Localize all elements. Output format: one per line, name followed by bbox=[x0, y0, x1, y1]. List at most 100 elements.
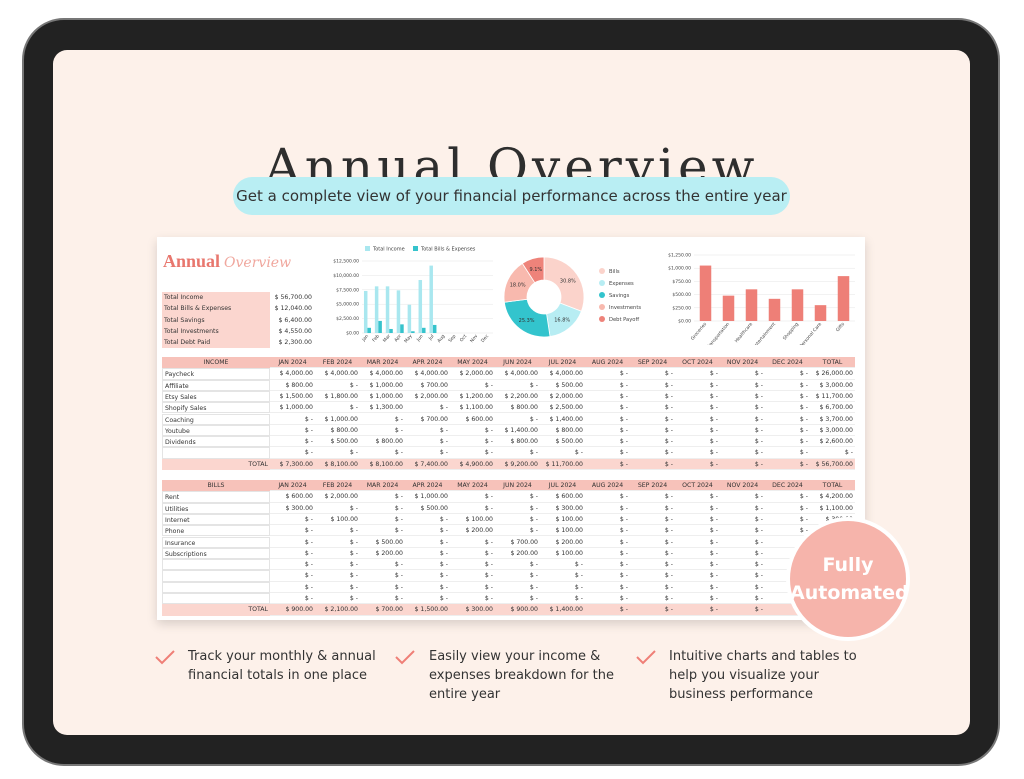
y-tick-label: $7,500.00 bbox=[336, 287, 359, 293]
pie-slice bbox=[503, 298, 551, 338]
table-header: BILLS JAN 2024 FEB 2024 MAR 2024 APR 2024 MAY… bbox=[162, 480, 855, 492]
cell: $ - bbox=[450, 503, 495, 514]
summary-label: Total Savings bbox=[162, 314, 270, 326]
column-header: MAR 2024 bbox=[360, 480, 405, 492]
x-tick-label: Sep bbox=[447, 333, 457, 343]
cell: $ 800.00 bbox=[315, 425, 360, 437]
cell: $ - bbox=[315, 447, 360, 459]
column-header: OCT 2024 bbox=[675, 480, 720, 492]
table-row: $ -$ -$ -$ -$ -$ -$ -$ -$ -$ -$ -$ -$ - bbox=[162, 570, 855, 582]
cell: $ 2,000.00 bbox=[450, 368, 495, 380]
cell: $ 4,000.00 bbox=[315, 368, 360, 380]
cell: $ - bbox=[675, 582, 720, 593]
chart: $0.00 $250.00 $500.00 $750.00 $1,000.00 $1,25… bbox=[668, 253, 855, 345]
cell: $ 1,300.00 bbox=[360, 402, 405, 414]
column-header: AUG 2024 bbox=[585, 480, 630, 492]
bar bbox=[429, 265, 433, 333]
cell: $ 2,000.00 bbox=[405, 391, 450, 403]
cell: $ - bbox=[585, 402, 630, 414]
summary-label: Total Bills & Expenses bbox=[162, 303, 270, 315]
summary-row: Total Income $ 56,700.00 bbox=[162, 292, 314, 304]
row-label: TOTAL bbox=[248, 606, 268, 614]
badge-text: Fully bbox=[822, 554, 874, 576]
cell: $ - bbox=[270, 525, 315, 537]
cell: $ - bbox=[630, 425, 675, 437]
x-tick-label: Personal Care bbox=[799, 321, 824, 345]
row-label bbox=[162, 593, 270, 605]
x-tick-label: Jul bbox=[427, 333, 436, 342]
cell: $ - bbox=[630, 447, 675, 459]
row-label: TOTAL bbox=[248, 460, 268, 468]
y-tick-label: $0.00 bbox=[678, 319, 691, 325]
cell: $ - bbox=[270, 436, 315, 448]
column-header: DEC 2024 bbox=[765, 480, 810, 492]
subtitle-pill: Get a complete view of your financial pe… bbox=[233, 177, 790, 215]
column-header: NOV 2024 bbox=[720, 480, 765, 492]
cell: $ - bbox=[405, 447, 450, 459]
cell: $ 4,000.00 bbox=[360, 368, 405, 380]
cell: $ 1,500.00 bbox=[405, 604, 450, 616]
x-tick-label: Apr bbox=[393, 333, 403, 343]
cell: $ - bbox=[360, 582, 405, 593]
table-header: INCOME JAN 2024 FEB 2024 MAR 2024 APR 2024 MA… bbox=[162, 357, 855, 369]
cell: $ - bbox=[495, 525, 540, 537]
cell: $ - bbox=[720, 593, 765, 605]
chart: 30.8% Bills 16.8% Expenses 25.3% Savings 18.0%… bbox=[503, 256, 641, 338]
summary-amount: $ 56,700.00 bbox=[274, 294, 312, 301]
table-row: Utilities $ 300.00 $ - $ - $ 500.00 $ - $ - $ 3… bbox=[162, 502, 855, 514]
cell: $ - bbox=[630, 559, 675, 571]
row-label: Internet bbox=[162, 513, 270, 526]
summary-row: Total Bills & Expenses $ 12,040.00 bbox=[162, 303, 314, 315]
cell: $ - bbox=[675, 447, 720, 459]
cell: $ - bbox=[585, 425, 630, 437]
cell: $ - bbox=[585, 391, 630, 403]
cell: $ - bbox=[270, 559, 315, 571]
cell: $ - bbox=[315, 582, 360, 593]
cell: $ 26,000.00 bbox=[810, 368, 855, 380]
cell: $ - bbox=[630, 514, 675, 526]
cell: $ 500.00 bbox=[315, 436, 360, 448]
cell: $ - bbox=[675, 402, 720, 414]
cell: $ - bbox=[720, 447, 765, 459]
row-label: Etsy Sales bbox=[162, 390, 270, 403]
cell: $ - bbox=[720, 503, 765, 514]
cell: $ - bbox=[585, 570, 630, 582]
cell: $ - bbox=[270, 425, 315, 437]
summary-amount: $ 4,550.00 bbox=[278, 327, 312, 335]
column-header: JAN 2024 bbox=[270, 357, 315, 369]
cell: $ - bbox=[630, 402, 675, 414]
cell: $ - bbox=[720, 436, 765, 448]
cell: $ - bbox=[450, 570, 495, 582]
badge: Fully Automated bbox=[786, 517, 910, 641]
cell: $ - bbox=[675, 570, 720, 582]
cell: $ - bbox=[810, 447, 855, 459]
check-icon bbox=[395, 650, 415, 665]
column-header: DEC 2024 bbox=[765, 357, 810, 369]
cell: $ 2,100.00 bbox=[315, 604, 360, 616]
section-header: INCOME bbox=[203, 359, 229, 366]
slice-label: 30.8% bbox=[560, 278, 576, 284]
cell: $ - bbox=[585, 525, 630, 537]
cell: $ 1,400.00 bbox=[540, 414, 585, 425]
cell: $ 800.00 bbox=[540, 425, 585, 437]
cell: $ - bbox=[630, 414, 675, 425]
cell: $ 2,000.00 bbox=[315, 491, 360, 503]
cell: $ 3,700.00 bbox=[810, 414, 855, 425]
cell: $ - bbox=[585, 459, 630, 470]
row-label: Dividends bbox=[162, 436, 270, 448]
cell: $ - bbox=[630, 537, 675, 548]
legend-swatch bbox=[599, 292, 605, 298]
tablet-screen: Annual Overview Get a complete view of y… bbox=[53, 50, 970, 735]
cell: $ - bbox=[585, 368, 630, 380]
cell: $ 800.00 bbox=[495, 402, 540, 414]
cell: $ - bbox=[495, 593, 540, 605]
cell: $ 100.00 bbox=[315, 514, 360, 526]
y-tick-label: $1,250.00 bbox=[668, 253, 691, 259]
row-label: Insurance bbox=[162, 536, 270, 548]
cell: $ - bbox=[315, 380, 360, 391]
cell: $ 100.00 bbox=[540, 525, 585, 537]
cell: $ - bbox=[405, 537, 450, 548]
y-tick-label: $12,500.00 bbox=[333, 259, 359, 265]
cell: $ - bbox=[675, 425, 720, 437]
x-tick-label: Oct bbox=[459, 333, 469, 343]
